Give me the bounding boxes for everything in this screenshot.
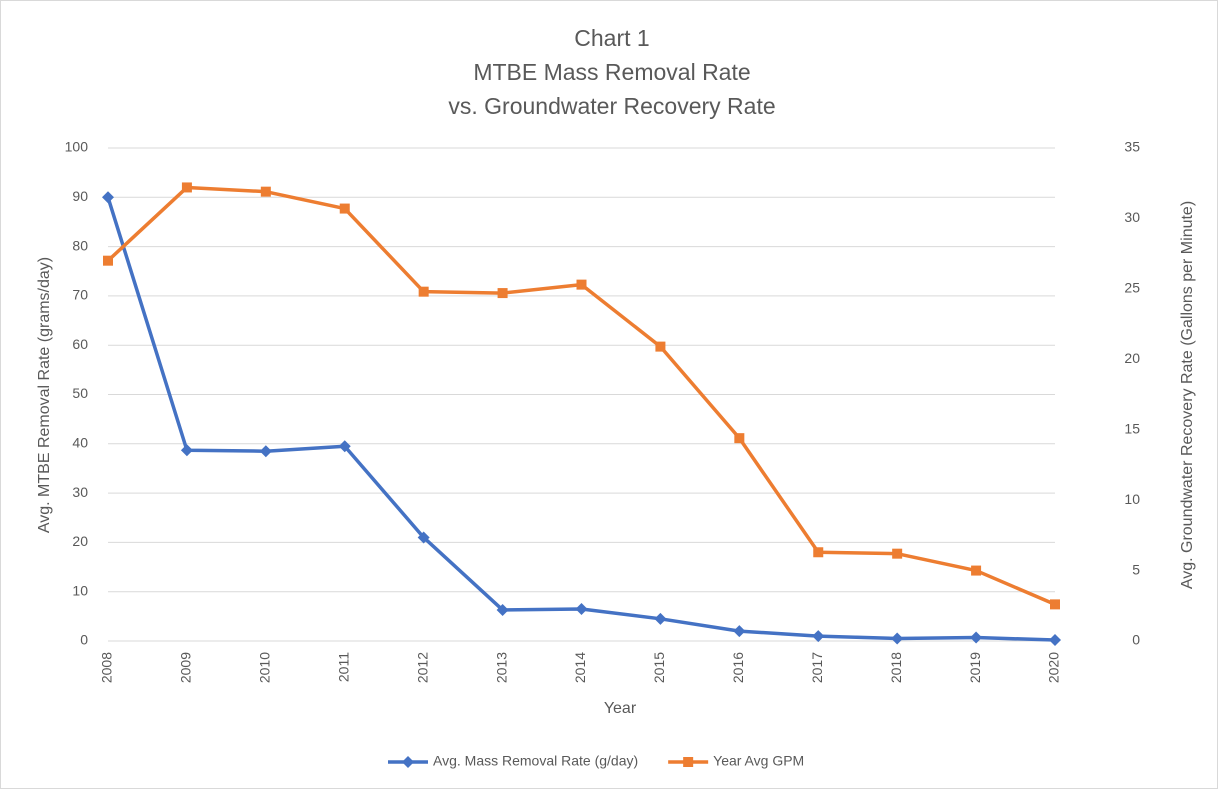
data-point bbox=[654, 612, 667, 625]
chart-title: MTBE Mass Removal Rate bbox=[473, 59, 750, 85]
y2-tick-label: 20 bbox=[1124, 350, 1140, 366]
data-point bbox=[260, 186, 271, 197]
x-tick-label: 2020 bbox=[1046, 652, 1062, 683]
y-tick-label: 70 bbox=[72, 287, 88, 303]
x-tick-label: 2013 bbox=[493, 652, 509, 683]
x-tick-label: 2014 bbox=[572, 652, 588, 683]
y2-tick-label: 10 bbox=[1124, 491, 1140, 507]
data-point bbox=[180, 444, 193, 457]
data-point bbox=[655, 341, 666, 352]
chart-title: vs. Groundwater Recovery Rate bbox=[448, 93, 775, 119]
y2-axis-title: Avg. Groundwater Recovery Rate (Gallons … bbox=[1179, 201, 1196, 589]
data-point bbox=[1050, 599, 1060, 610]
y2-tick-label: 35 bbox=[1124, 139, 1140, 155]
y2-tick-label: 30 bbox=[1124, 209, 1140, 225]
y-tick-label: 100 bbox=[65, 139, 89, 155]
x-tick-label: 2015 bbox=[651, 652, 667, 683]
data-point bbox=[102, 191, 114, 204]
y-tick-label: 0 bbox=[80, 632, 88, 648]
chart-title: Chart 1 bbox=[574, 25, 649, 51]
y-tick-label: 40 bbox=[72, 435, 88, 451]
legend-marker bbox=[683, 757, 694, 767]
data-point bbox=[891, 632, 904, 645]
data-point bbox=[734, 433, 745, 444]
data-point bbox=[181, 182, 192, 193]
data-point bbox=[418, 286, 429, 297]
x-axis-title: Year bbox=[604, 700, 637, 717]
y2-tick-label: 15 bbox=[1124, 420, 1140, 436]
data-point bbox=[496, 603, 509, 616]
data-point bbox=[417, 531, 430, 544]
data-point bbox=[338, 440, 351, 453]
y-tick-label: 20 bbox=[72, 533, 88, 549]
legend-label: Avg. Mass Removal Rate (g/day) bbox=[433, 753, 638, 769]
data-point bbox=[575, 602, 588, 615]
data-point bbox=[812, 630, 825, 643]
x-tick-label: 2011 bbox=[335, 652, 351, 682]
data-point bbox=[259, 445, 272, 458]
y2-tick-label: 25 bbox=[1124, 280, 1140, 296]
y-tick-label: 10 bbox=[72, 582, 88, 598]
data-point bbox=[497, 288, 508, 299]
y-tick-label: 90 bbox=[72, 188, 88, 204]
data-point bbox=[733, 625, 746, 638]
legend-marker bbox=[402, 756, 414, 768]
y2-tick-label: 5 bbox=[1132, 561, 1140, 577]
x-tick-label: 2010 bbox=[257, 652, 273, 683]
data-point bbox=[971, 565, 982, 576]
data-point bbox=[576, 279, 587, 290]
legend-label: Year Avg GPM bbox=[713, 753, 804, 769]
x-tick-label: 2008 bbox=[99, 652, 115, 683]
y-tick-label: 50 bbox=[72, 385, 88, 401]
y-axis-title: Avg. MTBE Removal Rate (grams/day) bbox=[36, 257, 53, 533]
y-tick-label: 30 bbox=[72, 484, 88, 500]
x-tick-label: 2017 bbox=[809, 652, 825, 683]
y-tick-label: 60 bbox=[72, 336, 88, 352]
data-point bbox=[339, 203, 350, 214]
x-tick-label: 2019 bbox=[967, 652, 983, 683]
x-tick-label: 2012 bbox=[414, 652, 430, 683]
data-point bbox=[103, 255, 113, 266]
x-tick-label: 2018 bbox=[888, 652, 904, 683]
data-point bbox=[892, 548, 903, 559]
data-point bbox=[1049, 634, 1061, 647]
data-point bbox=[813, 547, 824, 558]
x-tick-label: 2009 bbox=[178, 652, 194, 683]
x-tick-label: 2016 bbox=[730, 652, 746, 683]
y-tick-label: 80 bbox=[72, 237, 88, 253]
y2-tick-label: 0 bbox=[1132, 632, 1140, 648]
data-point bbox=[970, 631, 983, 644]
